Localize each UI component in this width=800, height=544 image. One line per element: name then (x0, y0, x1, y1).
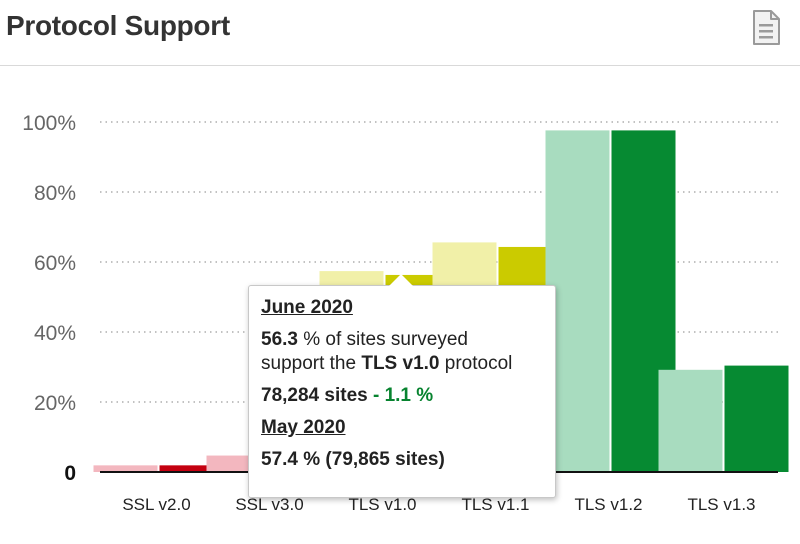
tooltip: June 2020 56.3 % of sites surveyed suppo… (248, 274, 556, 498)
x-tick-label: TLS v1.1 (461, 495, 529, 514)
tooltip-sites: 78,284 sites (261, 385, 368, 406)
chart-header: Protocol Support (0, 0, 800, 66)
x-tick-label: TLS v1.3 (687, 495, 755, 514)
tooltip-change: - 1.1 % (367, 385, 434, 406)
y-tick-label: 40% (34, 322, 76, 345)
y-tick-label: 80% (34, 182, 76, 205)
document-icon[interactable] (751, 10, 781, 46)
x-tick-label: TLS v1.2 (574, 495, 642, 514)
x-tick-label: SSL v2.0 (122, 495, 190, 514)
tooltip-line2-suffix: protocol (439, 353, 513, 374)
tooltip-line2-prefix: support the (261, 353, 362, 374)
tooltip-previous-text: 57.4 % (79,865 sites) (261, 449, 445, 470)
tooltip-protocol: TLS v1.0 (361, 353, 440, 374)
x-tick-label: SSL v3.0 (235, 495, 303, 514)
bar (724, 365, 789, 472)
bar (658, 369, 723, 472)
bar (545, 130, 610, 472)
chart-title: Protocol Support (6, 10, 230, 41)
tooltip-arrow (389, 274, 413, 286)
x-tick-label: TLS v1.0 (348, 495, 416, 514)
y-tick-label: 60% (34, 252, 76, 275)
tooltip-previous-date: May 2020 (261, 417, 346, 438)
tooltip-current-date: June 2020 (261, 297, 353, 318)
y-tick-label: 20% (34, 392, 76, 415)
tooltip-current-value: 56.3 (261, 329, 298, 350)
y-tick-label: 0 (64, 462, 76, 485)
tooltip-line1-rest: % of sites surveyed (297, 329, 469, 350)
y-tick-label: 100% (22, 112, 76, 135)
bar (93, 465, 158, 472)
bar (159, 465, 224, 472)
